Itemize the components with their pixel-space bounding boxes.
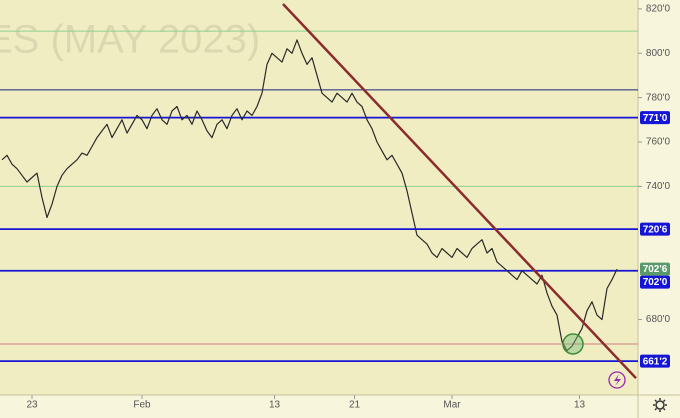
x-tick-label: 13 [269, 400, 281, 411]
y-tick-label: 760'0 [646, 137, 671, 148]
trend-line [282, 3, 637, 379]
x-tick-label: 21 [349, 400, 361, 411]
x-tick-label: 23 [26, 400, 38, 411]
price-label-box [640, 262, 670, 276]
y-tick-label: 800'0 [646, 48, 671, 59]
x-tick-label: Feb [133, 400, 151, 411]
price-label-box [640, 111, 670, 125]
x-tick-label: Mar [443, 400, 461, 411]
price-label-box [640, 354, 670, 368]
plot [0, 3, 638, 379]
y-tick-label: 680'0 [646, 314, 671, 325]
price-label: 702'6 [643, 264, 668, 275]
price-label-box [640, 222, 670, 236]
y-tick-label: 820'0 [646, 4, 671, 15]
y-tick-label: 780'0 [646, 92, 671, 103]
watermark: ES (MAY 2023) [0, 18, 260, 62]
lightning-icon[interactable] [608, 371, 626, 389]
price-label: 661'2 [643, 356, 668, 367]
price-label-box [640, 275, 670, 289]
price-label: 771'0 [643, 113, 668, 124]
price-line [1, 39, 618, 352]
price-label: 720'6 [643, 224, 668, 235]
price-label: 702'0 [643, 277, 668, 288]
settings-icon[interactable] [653, 398, 667, 412]
marker-circle [562, 333, 584, 355]
x-tick-label: 13 [574, 400, 586, 411]
y-tick-label: 740'0 [646, 181, 671, 192]
plot-area [0, 0, 638, 395]
